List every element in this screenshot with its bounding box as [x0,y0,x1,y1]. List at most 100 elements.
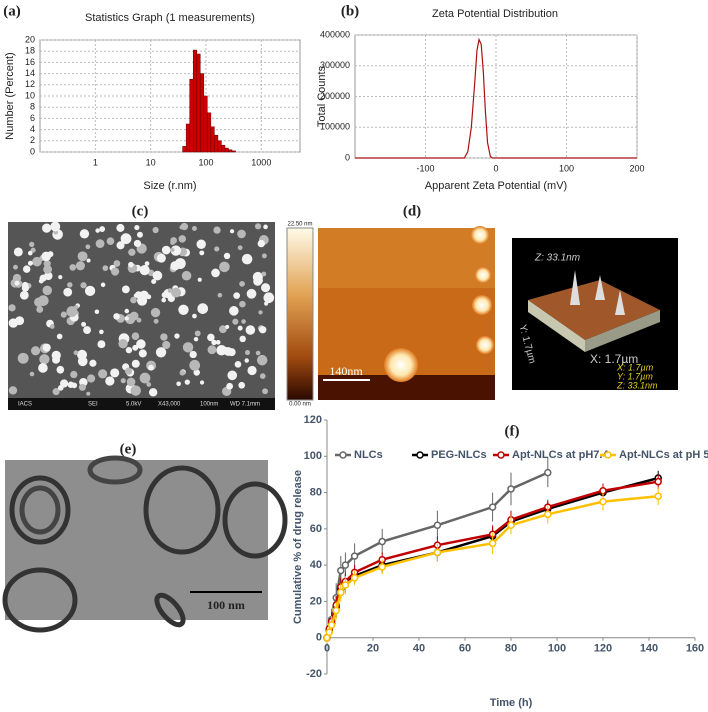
sem-particle [193,369,200,376]
scale-label: 140nm [329,364,363,378]
afm-peak [615,290,625,315]
x-tick-label: 100 [559,163,574,173]
marker [378,563,386,571]
sem-info: IACS SEI 5.0kV X43,000 100nm WD 7.1mm [18,402,260,408]
sem-particle [106,237,115,246]
tem-image: 100 nm [2,455,288,633]
marker [325,628,334,637]
marker [332,606,340,615]
sem-particle [42,285,53,296]
sem-particle [181,270,192,281]
sem-particle [136,317,142,323]
vesicle [2,567,78,633]
x-axis-label: Size (r.nm) [143,180,196,192]
sem-particle [30,247,36,253]
sem-particle [199,380,205,385]
y-tick-label: 20 [25,34,35,44]
sem-particle [148,364,154,371]
y-tick-label: 100000 [320,122,350,132]
sem-particle [225,324,230,330]
sem-particle [167,288,173,293]
sem-info-bar [8,398,275,410]
sem-particle [84,285,96,297]
sem-info-text: 5.0kV [126,402,141,408]
marker [599,497,607,506]
sem-particle [97,340,106,349]
sem-particle [182,342,194,353]
bar [228,149,233,153]
sem-particle [116,223,125,232]
sem-particle [214,246,220,252]
sem-particle [34,297,44,307]
sem-particle [29,371,35,377]
vesicle [87,455,143,485]
sem-particle [8,386,18,395]
sem-particle [22,265,31,273]
sem-particle [125,346,133,354]
sem-particle [36,305,44,313]
marker [350,574,359,582]
afm-particle [384,348,418,382]
x-axis-label: Apparent Zeta Potential (mV) [425,180,567,192]
sem-particle [67,282,73,288]
axis-y: Y: 1.7µm [617,371,653,381]
sem-particle [241,253,253,265]
legend-label: Apt-NLCs at pH 5 [619,449,708,461]
sem-particle [150,307,161,318]
axis-z: Z: 33.1nm [616,380,658,390]
y-axis-label: Cumulative % of drug release [292,470,304,624]
sem-particle [136,339,146,349]
x-tick-label: 100 [198,157,213,167]
sem-particle [146,382,152,387]
sem-particle [99,226,106,232]
sem-particle [189,359,201,371]
sem-particle [259,326,267,334]
y-tick-label: 12 [25,79,35,89]
sem-particle [49,324,55,329]
marker [337,588,345,597]
x-tick-label: 20 [367,643,379,655]
sem-particle [116,241,125,250]
marker [341,561,350,569]
sem-particle [13,247,23,257]
afm-particle [471,226,489,244]
sem-particle [232,318,239,325]
y-tick-label: 2 [30,135,35,145]
sem-particle [21,281,29,289]
sem-particle [124,308,130,314]
sem-particle [69,264,77,271]
sem-particle [161,297,167,303]
panel-label: (d) [403,203,421,219]
marker [507,521,515,529]
sem-particle [192,226,197,231]
sem-particle [58,274,63,280]
sem-particle [87,374,96,383]
sem-particle [38,363,48,373]
y-tick-label: 200000 [320,91,350,101]
x-tick-label: 0 [493,163,498,173]
sem-particle [148,388,158,397]
x-tick-label: 0 [324,643,330,655]
afm-particle [472,295,492,315]
sem-particle [246,288,257,299]
sem-particle [239,281,245,287]
axis-x: X: 1.7µm [616,362,654,372]
series-line [355,37,637,159]
sem-particle [196,239,206,249]
y-tick-label: 0 [316,632,322,644]
sem-particle [193,337,199,342]
sem-particle [176,381,181,387]
legend-marker [497,451,505,459]
sem-particle [156,253,166,263]
sem-particle [95,239,105,249]
legend-marker [416,451,424,459]
bar [210,126,215,153]
y-axis-label: Total Counts [316,65,328,127]
sem-particle [78,383,86,391]
sem-particle [261,253,267,259]
marker [654,477,662,486]
sem-particle [238,381,246,389]
legend-label: Apt-NLCs at pH7.4 [512,449,609,461]
sem-particle [63,287,73,297]
